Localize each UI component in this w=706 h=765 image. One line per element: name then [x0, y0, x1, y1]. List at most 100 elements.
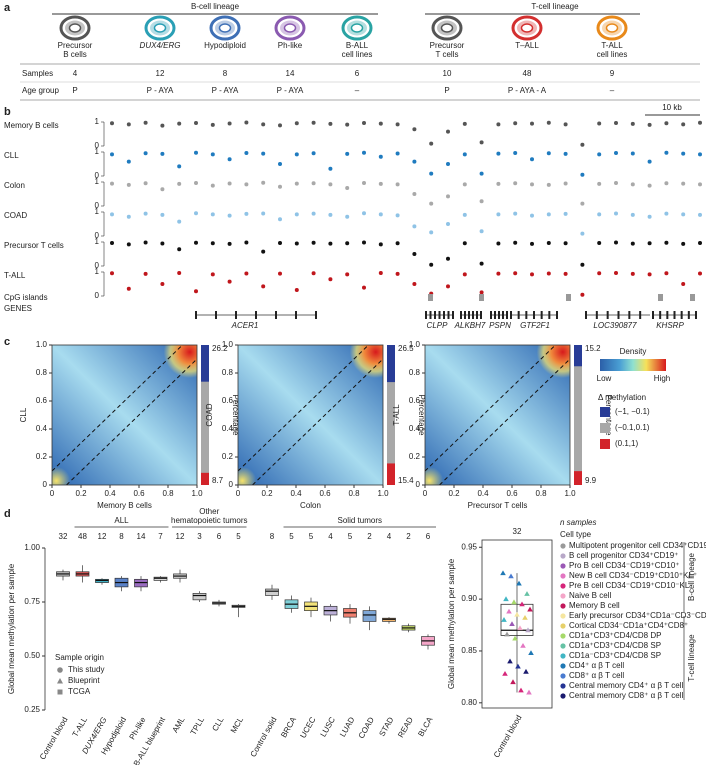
gene-exon [606, 311, 609, 319]
methylation-dot [614, 120, 618, 125]
gene-exon [315, 311, 317, 319]
y-tick-label: 1.0 [36, 340, 48, 349]
pct-title: Percentage [231, 395, 240, 436]
legend-high: High [654, 374, 670, 383]
methylation-dot [278, 271, 282, 276]
methylation-dot [362, 150, 366, 155]
gene-exon [429, 311, 432, 319]
legend-item: (−0.1,0.1) [615, 423, 650, 432]
sample-point [511, 599, 517, 605]
methylation-dot [395, 151, 400, 156]
methylation-dot [328, 277, 333, 282]
methylation-dot [563, 151, 568, 156]
y-tick-label: 0.75 [24, 597, 40, 606]
methylation-dot [194, 289, 198, 294]
methylation-dot [597, 121, 602, 126]
methylation-dot [597, 271, 602, 276]
cell-type-swatch [560, 543, 566, 549]
methylation-dot [580, 142, 585, 147]
methylation-dot [378, 270, 383, 275]
methylation-dot [362, 120, 366, 125]
methylation-dot [294, 241, 299, 246]
methylation-dot [698, 152, 702, 157]
genes-label: GENES [4, 304, 32, 313]
x-tick-label: 0 [236, 489, 241, 498]
gene-exon [617, 311, 620, 319]
group-label: hematopoietic tumors [171, 516, 247, 525]
y-tick-label: 1.0 [409, 340, 421, 349]
methylation-dot [664, 211, 669, 216]
methylation-dot [261, 122, 266, 127]
legend-item: This study [68, 665, 104, 674]
cell-name: Ph-like [278, 41, 303, 50]
group-label: ALL [114, 516, 129, 525]
cell-name: T-ALL [601, 41, 623, 50]
methylation-dot [345, 122, 350, 127]
methylation-dot [278, 217, 282, 222]
sample-point [509, 621, 515, 626]
methylation-dot [462, 182, 467, 187]
n-label: 4 [328, 532, 333, 541]
diag [238, 345, 369, 472]
methylation-dot [513, 271, 518, 276]
x-tick-label: LUAD [338, 715, 357, 738]
age-value: P - AYA [147, 86, 174, 95]
methylation-dot [210, 272, 215, 277]
legend-swatch [600, 439, 610, 449]
cpg-island [479, 294, 484, 301]
legend-item: Central memory CD8⁺ α β T cell [569, 691, 683, 700]
gene-exon [502, 311, 504, 319]
methylation-dot [177, 181, 182, 186]
x-tick-label: UCEC [298, 715, 317, 739]
methylation-dot [429, 201, 434, 206]
samples-value: 8 [223, 69, 228, 78]
methylation-dot [681, 151, 686, 156]
gene-exon [452, 311, 454, 319]
cell-nucleus [68, 23, 82, 33]
cell-nucleus [283, 23, 297, 33]
legend-swatch [600, 407, 610, 417]
y-tick-label: 0.6 [36, 396, 48, 405]
methylation-dot [328, 241, 333, 246]
cell-type-swatch [560, 683, 566, 689]
cpg-island [658, 294, 663, 301]
legend-title: Δ methylation [598, 393, 646, 402]
methylation-dot [496, 122, 501, 127]
methylation-dot [395, 271, 400, 276]
methylation-dot [681, 212, 686, 217]
x-tick-label: 0.2 [75, 489, 87, 498]
methylation-dot [278, 184, 282, 189]
sample-point [518, 687, 524, 693]
methylation-dot [126, 122, 131, 127]
sample-point [512, 635, 518, 641]
sample-point [514, 611, 520, 617]
density-warm [425, 466, 444, 485]
methylation-dot [546, 271, 551, 276]
bracket-label: B-cell lineage [687, 552, 696, 601]
lineage-label: T-cell lineage [531, 2, 579, 11]
methylation-dot [664, 150, 669, 155]
x-tick-label: 0.2 [261, 489, 273, 498]
legend-item: Multipotent progenitor cell CD34⁺CD19⁻ [569, 541, 706, 550]
methylation-dot [580, 292, 585, 297]
cell-name: Precursor [58, 41, 93, 50]
gene-exon [680, 311, 683, 319]
methylation-dot [647, 159, 652, 164]
y-tick-label: 1 [95, 117, 100, 126]
panel-label: c [4, 336, 10, 348]
sample-point [524, 591, 530, 596]
gene-exon [215, 311, 217, 319]
methylation-dot [395, 241, 400, 246]
methylation-dot [244, 182, 249, 187]
x-tick-label: 0.8 [348, 489, 360, 498]
gene-name: LOC390877 [593, 321, 637, 330]
n-label: 6 [217, 532, 222, 541]
methylation-dot [479, 229, 484, 234]
y-label: Global mean methylation per sample [7, 563, 16, 694]
cell-type-swatch [560, 583, 566, 589]
y-label: CLL [19, 407, 28, 422]
methylation-dot [126, 159, 131, 164]
cell-nucleus [153, 23, 167, 33]
legend-low: Low [597, 374, 612, 383]
